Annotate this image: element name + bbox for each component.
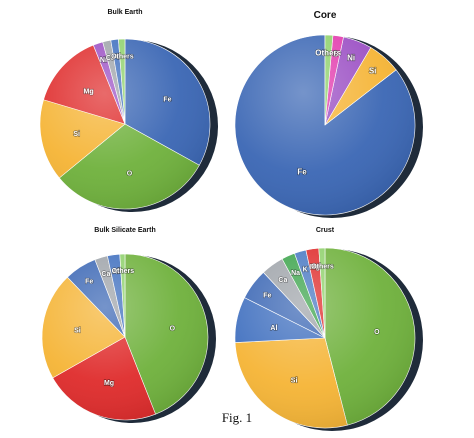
pie-slice-label-others: Others — [315, 49, 341, 58]
pie-slice-label-si: Si — [74, 328, 81, 335]
pie-slice-label-si: Si — [73, 131, 80, 138]
pie-slice-label-na: Na — [291, 270, 300, 277]
pie-slice-label-fe: Fe — [297, 167, 307, 176]
pie-slice-label-others: Others — [311, 264, 334, 271]
pie-slice-label-mg: Mg — [104, 380, 114, 387]
chart-title: Bulk Earth — [107, 9, 142, 16]
chart-title: Crust — [316, 227, 335, 234]
pie-slice-label-o: O — [127, 171, 133, 178]
pie-slice-label-fe: Fe — [263, 293, 271, 300]
pie-slice-label-o: O — [374, 329, 380, 336]
chart-title: Bulk Silicate Earth — [94, 227, 155, 234]
pie-slice-label-ni: Ni — [347, 53, 355, 62]
pie-slice-label-ca: Ca — [101, 271, 110, 278]
pie-slice-label-others: Others — [112, 268, 135, 275]
pie-slice-label-others: Others — [111, 54, 134, 61]
pie-slice-label-mg: Mg — [84, 88, 94, 95]
chart-title: Core — [314, 10, 337, 21]
pie-slice-label-k: K — [303, 266, 308, 273]
pie-slice-label-si: Si — [369, 67, 377, 76]
pie-slice-label-al: Al — [270, 325, 277, 332]
pie-slice-label-fe: Fe — [85, 279, 93, 286]
pie-slice-label-ca: Ca — [278, 277, 287, 284]
pie-slice-label-fe: Fe — [163, 97, 171, 104]
figure-caption: Fig. 1 — [221, 410, 253, 425]
pie-slice-label-o: O — [170, 326, 176, 333]
pie-slice-label-si: Si — [291, 378, 298, 385]
